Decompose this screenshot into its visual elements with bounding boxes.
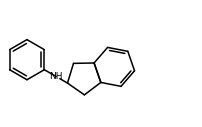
Text: NH: NH [49, 72, 63, 81]
